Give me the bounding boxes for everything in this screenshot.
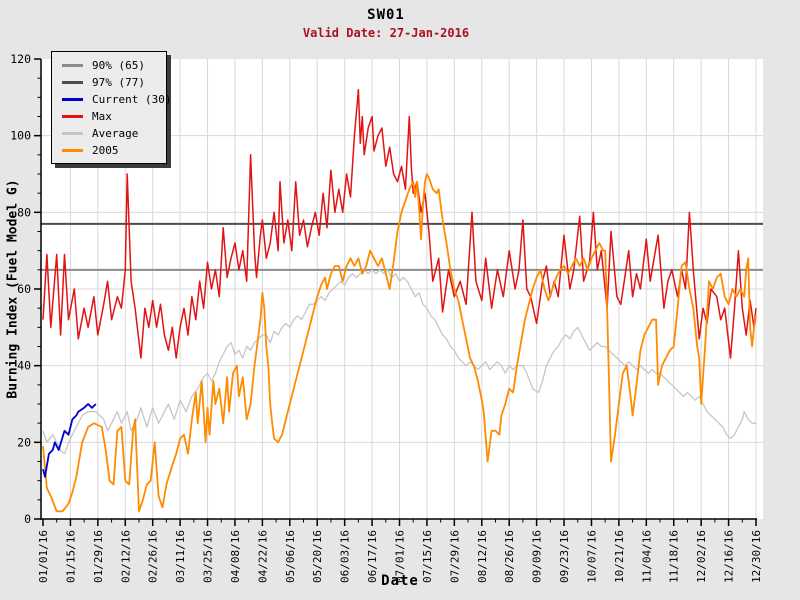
x-tick-label: 03/25/16	[202, 530, 215, 583]
x-tick-label: 06/03/16	[339, 530, 352, 583]
x-tick-label: 08/26/16	[503, 530, 516, 583]
x-tick-label: 09/23/16	[558, 530, 571, 583]
legend-item-2005: 2005	[52, 142, 166, 159]
x-tick-label: 04/22/16	[256, 530, 269, 583]
page-title: SW01	[367, 7, 405, 23]
legend-item-97-77: 97% (77)	[52, 74, 166, 91]
legend-swatch-97-77	[62, 81, 83, 84]
x-tick-label: 07/15/16	[421, 530, 434, 583]
2005-series-line	[42, 173, 757, 513]
max-series-line	[42, 88, 757, 359]
legend-label: Average	[92, 127, 139, 140]
y-tick-label: 80	[17, 205, 31, 219]
x-tick-label: 12/30/16	[750, 530, 763, 583]
legend-label: 2005	[92, 144, 119, 157]
x-tick-label: 01/29/16	[92, 530, 105, 583]
x-tick-label: 05/06/16	[284, 530, 297, 583]
y-tick-label: 60	[17, 282, 31, 296]
x-tick-label: 02/12/16	[119, 530, 132, 583]
legend-swatch-90-65	[62, 64, 83, 67]
x-tick-label: 07/29/16	[448, 530, 461, 583]
legend-swatch-average	[62, 132, 83, 135]
x-axis-title: Date	[381, 573, 419, 589]
legend-item-average: Average	[52, 125, 166, 142]
x-tick-label: 10/21/16	[613, 530, 626, 583]
y-tick-label: 40	[17, 359, 31, 373]
x-tick-label: 07/01/16	[394, 530, 407, 583]
x-tick-label: 12/16/16	[723, 530, 736, 583]
current-30-series-line	[42, 403, 97, 478]
legend-item-90-65: 90% (65)	[52, 57, 166, 74]
y-tick-label: 100	[10, 129, 31, 143]
legend-item-current-30: Current (30)	[52, 91, 171, 108]
legend-label: 90% (65)	[92, 59, 145, 72]
legend-label: Max	[92, 110, 112, 123]
legend-swatch-2005	[62, 149, 83, 152]
x-tick-label: 01/15/16	[64, 530, 77, 583]
x-tick-label: 09/09/16	[531, 530, 544, 583]
x-tick-label: 04/08/16	[229, 530, 242, 583]
x-tick-label: 12/02/16	[695, 530, 708, 583]
legend-item-max: Max	[52, 108, 166, 125]
legend-swatch-current-30	[62, 98, 83, 101]
y-tick-label: 120	[10, 52, 31, 66]
valid-date-subtitle: Valid Date: 27-Jan-2016	[302, 26, 470, 40]
legend-label: 97% (77)	[92, 76, 145, 89]
y-axis-title: Burning Index (Fuel Model G)	[5, 179, 21, 399]
x-tick-label: 06/17/16	[366, 530, 379, 583]
legend: 90% (65) 97% (77) Current (30) Max Average 20…	[51, 51, 171, 164]
x-tick-label: 02/26/16	[147, 530, 160, 583]
x-tick-label: 08/12/16	[476, 530, 489, 583]
x-tick-label: 01/01/16	[37, 530, 50, 583]
x-tick-label: 10/07/16	[585, 530, 598, 583]
x-tick-label: 11/18/16	[668, 530, 681, 583]
x-tick-label: 11/04/16	[640, 530, 653, 583]
average-series-line	[42, 269, 756, 455]
legend-swatch-max	[62, 115, 83, 118]
y-tick-label: 20	[17, 435, 31, 449]
y-tick-label: 0	[24, 512, 31, 526]
legend-label: Current (30)	[92, 93, 172, 106]
x-tick-label: 05/20/16	[311, 530, 324, 583]
x-tick-label: 03/11/16	[174, 530, 187, 583]
